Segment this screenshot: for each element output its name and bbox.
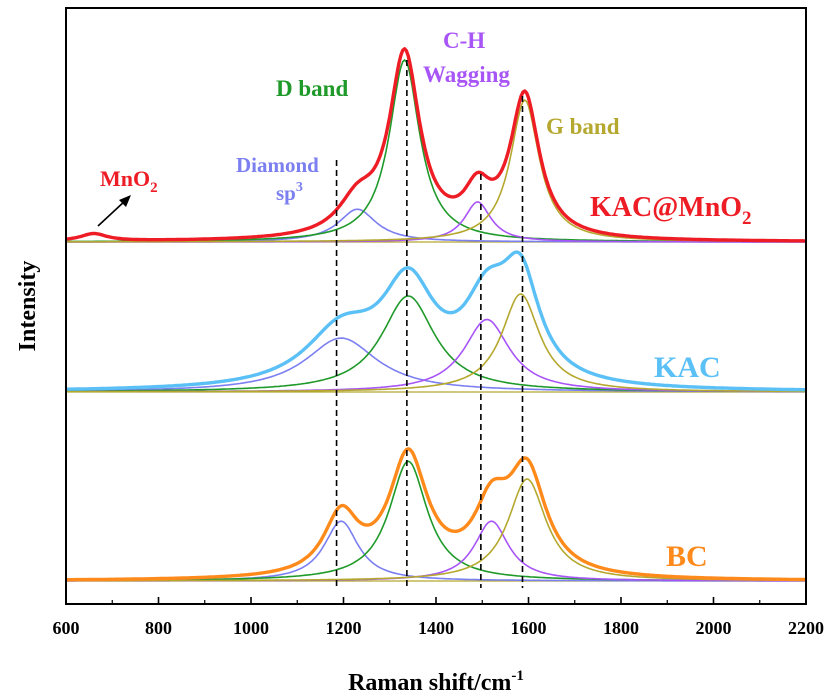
annotation-diamond: Diamond xyxy=(236,153,319,177)
series-label-bc: BC xyxy=(666,540,708,573)
x-tick-label-1000: 1000 xyxy=(233,618,269,638)
envelope-kac xyxy=(66,250,806,392)
series-label-kac: KAC xyxy=(654,351,721,384)
annotation-wagging: Wagging xyxy=(423,62,510,87)
envelope-kac_mno2 xyxy=(65,47,806,243)
series-label-kac-mno2: KAC@MnO2 xyxy=(590,192,752,229)
plot-layer xyxy=(65,47,807,588)
panel-bc xyxy=(66,447,806,582)
annotation-d-band: D band xyxy=(276,76,348,101)
arrow-icon xyxy=(97,195,131,227)
y-axis-title: Intensity xyxy=(15,261,41,352)
annotation-g-band: G band xyxy=(546,114,620,139)
annotation-ch: C-H xyxy=(443,28,485,53)
x-axis-title: Raman shift/cm-1 xyxy=(348,668,524,696)
panel-kac xyxy=(65,250,807,393)
x-tick-label-1400: 1400 xyxy=(418,618,454,638)
x-tick-label-2200: 2200 xyxy=(788,618,824,638)
panel-kac_mno2 xyxy=(65,47,806,243)
x-axis: 600 800 1000 1200 1400 1600 1800 2000 2200 xyxy=(53,597,824,638)
x-tick-label-1200: 1200 xyxy=(326,618,362,638)
envelope-bc xyxy=(66,447,806,582)
x-tick-label-1800: 1800 xyxy=(603,618,639,638)
x-tick-label-1600: 1600 xyxy=(511,618,547,638)
x-tick-label-800: 800 xyxy=(145,618,172,638)
peak-g-band-kac xyxy=(66,293,806,393)
peak-g-band-bc xyxy=(66,478,806,582)
annotation-sp3: sp3 xyxy=(276,180,303,205)
annotation-mno2: MnO2 xyxy=(100,166,158,196)
x-tick-label-2000: 2000 xyxy=(696,618,732,638)
x-tick-label-600: 600 xyxy=(53,618,80,638)
